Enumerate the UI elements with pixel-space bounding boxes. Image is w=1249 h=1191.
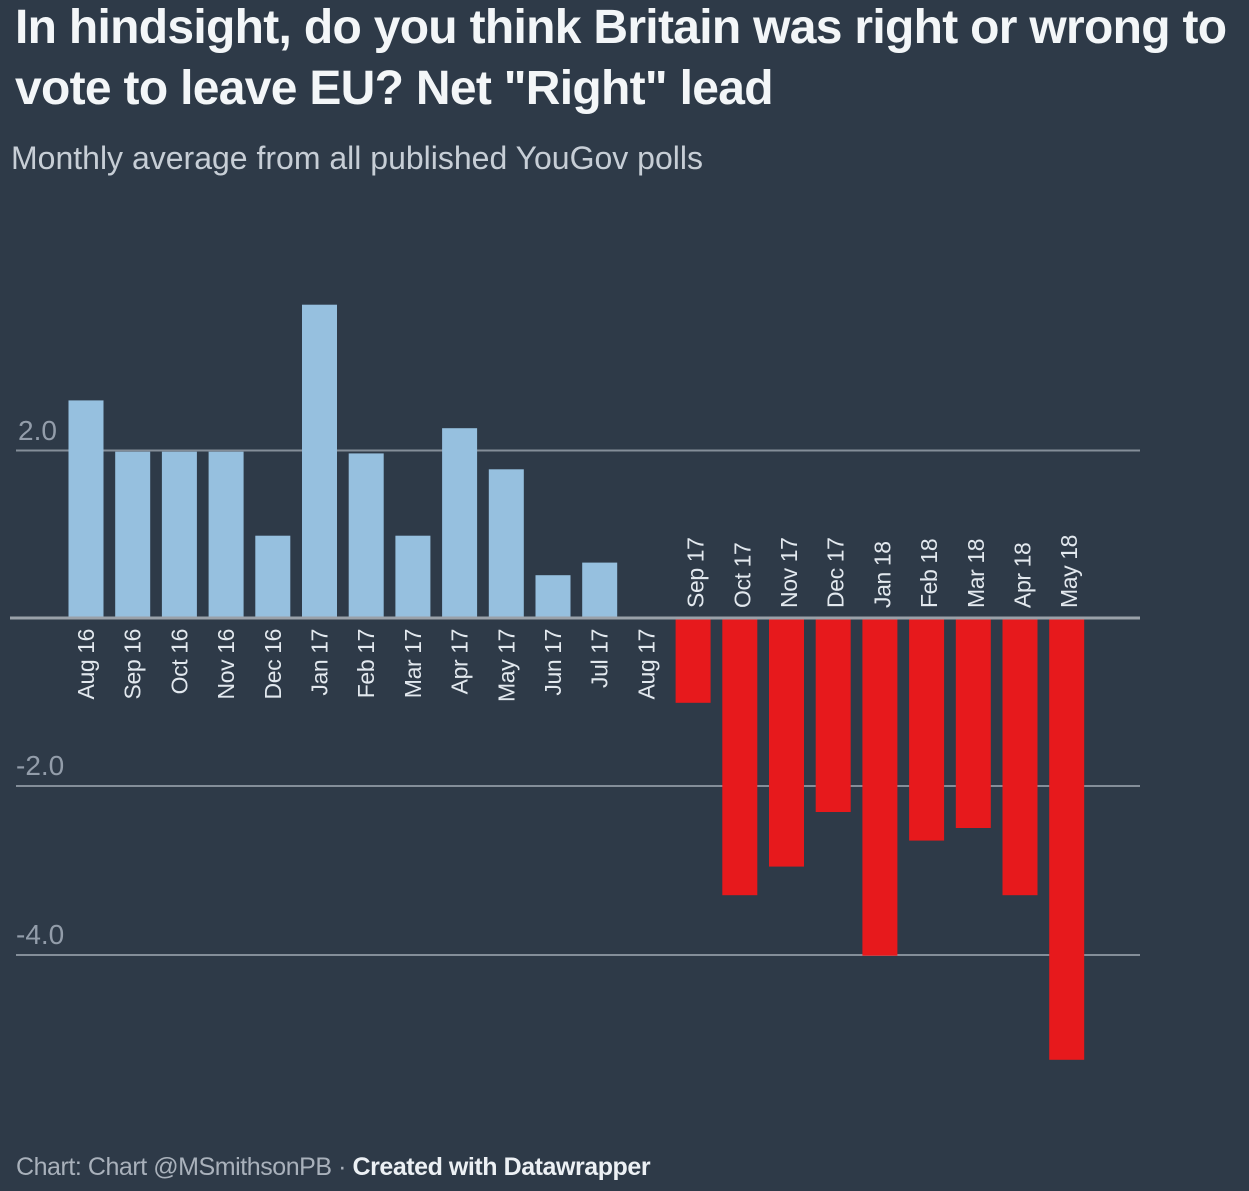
- svg-text:Dec 16: Dec 16: [260, 629, 286, 699]
- svg-text:Sep 17: Sep 17: [683, 538, 709, 609]
- svg-text:Apr 18: Apr 18: [1010, 543, 1036, 608]
- svg-text:May 18: May 18: [1056, 535, 1082, 608]
- svg-text:-4.0: -4.0: [16, 919, 64, 950]
- svg-text:Mar 17: Mar 17: [400, 629, 426, 698]
- svg-text:Oct 17: Oct 17: [729, 543, 755, 608]
- svg-text:Jul 17: Jul 17: [587, 629, 613, 688]
- svg-text:2.0: 2.0: [18, 415, 57, 446]
- svg-text:Aug 17: Aug 17: [633, 629, 659, 700]
- svg-text:May 17: May 17: [493, 629, 519, 702]
- svg-text:Oct 16: Oct 16: [166, 629, 192, 694]
- svg-text:Mar 18: Mar 18: [963, 539, 989, 608]
- svg-text:Feb 17: Feb 17: [353, 629, 379, 698]
- svg-text:Jan 17: Jan 17: [307, 629, 333, 696]
- svg-text:Nov 16: Nov 16: [213, 629, 239, 699]
- svg-text:Feb 18: Feb 18: [916, 539, 942, 608]
- svg-text:-2.0: -2.0: [16, 750, 64, 781]
- svg-text:Dec 17: Dec 17: [823, 538, 849, 608]
- svg-text:Aug 16: Aug 16: [73, 629, 99, 700]
- svg-text:Jun 17: Jun 17: [540, 629, 566, 696]
- svg-text:Sep 16: Sep 16: [120, 629, 146, 700]
- svg-text:Apr 17: Apr 17: [447, 629, 473, 694]
- svg-text:Nov 17: Nov 17: [776, 538, 802, 608]
- svg-text:Jan 18: Jan 18: [869, 541, 895, 608]
